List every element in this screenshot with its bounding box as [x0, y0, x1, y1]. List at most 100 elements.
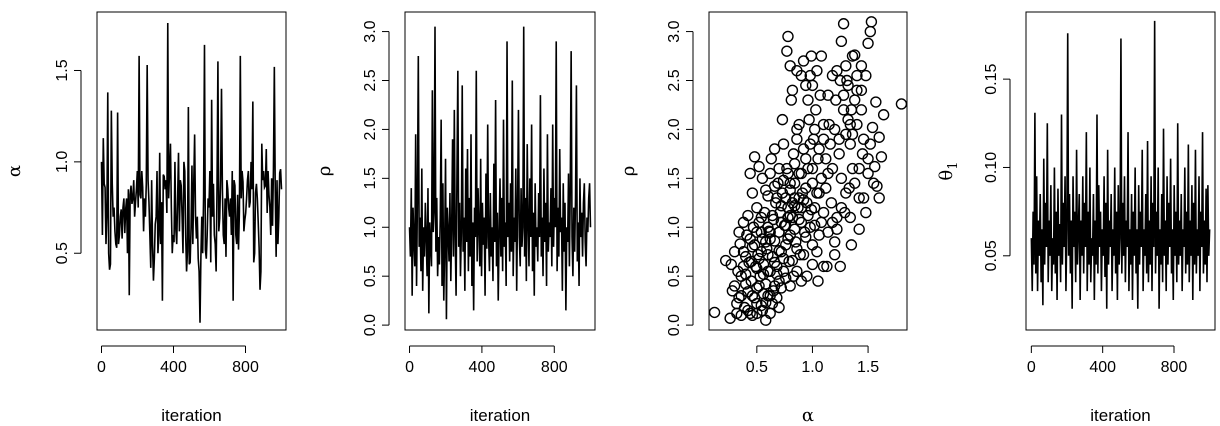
- scatter-point: [811, 65, 823, 77]
- scatter-point: [837, 18, 850, 30]
- scatter-point: [757, 288, 770, 300]
- scatter-point: [786, 211, 799, 224]
- scatter-point: [822, 89, 834, 101]
- scatter-point: [817, 260, 830, 273]
- scatter-point: [831, 65, 843, 77]
- scatter-point: [895, 98, 908, 110]
- y-axis-title: ρ: [618, 166, 639, 177]
- plot-frame: [708, 11, 908, 331]
- scatter-point: [791, 265, 803, 277]
- scatter-point: [829, 123, 841, 136]
- scatter-point: [824, 138, 836, 150]
- scatter-point: [748, 151, 761, 163]
- scatter-point: [785, 94, 798, 106]
- scatter-point: [751, 226, 763, 238]
- scatter-point: [829, 236, 841, 248]
- scatter-point: [855, 104, 868, 116]
- scatter-point: [808, 123, 821, 136]
- scatter-point: [724, 312, 736, 324]
- scatter-point: [737, 216, 750, 229]
- scatter-point: [765, 153, 777, 165]
- scatter-point: [849, 177, 861, 189]
- scatter-point: [808, 219, 821, 232]
- scatter-point: [771, 192, 783, 204]
- scatter-point: [772, 177, 784, 189]
- scatter-point: [786, 254, 799, 267]
- scatter-point: [849, 94, 861, 106]
- y-tick-label: 0.5: [362, 265, 379, 287]
- y-tick-label: 3.0: [666, 20, 683, 42]
- scatter-point: [751, 307, 763, 320]
- scatter-point: [817, 206, 830, 219]
- scatter-point: [787, 148, 800, 160]
- y-tick-label: 1.5: [54, 59, 71, 81]
- scatter-point: [770, 197, 782, 209]
- y-tick-label: 0.10: [983, 152, 1000, 183]
- trace-line: [100, 22, 283, 323]
- scatter-point: [875, 151, 888, 163]
- scatter-point: [846, 162, 859, 175]
- y-tick-label: 0.5: [54, 242, 71, 264]
- scatter-point: [768, 143, 781, 155]
- scatter-point: [802, 94, 814, 106]
- scatter-point: [782, 30, 794, 43]
- scatter-point: [835, 172, 848, 185]
- scatter-point: [735, 290, 747, 302]
- scatter-point: [768, 180, 781, 192]
- plot-frame: [404, 11, 596, 331]
- scatter-point: [806, 162, 819, 175]
- scatter-point: [788, 223, 801, 235]
- scatter-point: [813, 187, 825, 199]
- scatter-point: [800, 182, 812, 194]
- plot-frame: [1025, 11, 1216, 331]
- scatter-point: [728, 246, 741, 258]
- scatter-point: [794, 248, 806, 261]
- scatter-point: [784, 60, 796, 72]
- y-tick-label: 2.0: [666, 118, 683, 140]
- scatter-point: [760, 314, 772, 326]
- scatter-point: [866, 121, 879, 134]
- scatter-point: [797, 248, 810, 261]
- scatter-point: [857, 133, 870, 145]
- scatter-point: [853, 192, 865, 204]
- scatter-point: [751, 262, 763, 275]
- scatter-point: [788, 157, 801, 170]
- scatter-point: [813, 143, 825, 155]
- scatter-point: [791, 133, 803, 145]
- y-axis-title: ρ: [314, 166, 335, 177]
- y-tick-label: 1.5: [362, 167, 379, 189]
- panel-rho-trace: 0 400 800 0.0 0.5 1.0 1.5 2.0 2.5 3.0 iteration ρ: [314, 11, 596, 425]
- x-tick-label: 400: [160, 359, 187, 376]
- scatter-point: [753, 160, 765, 173]
- scatter-point: [782, 211, 794, 224]
- x-tick-label: 1.5: [857, 359, 879, 376]
- y-tick-label: 1.0: [666, 216, 683, 238]
- scatter-point: [777, 265, 790, 277]
- scatter-point: [737, 260, 750, 273]
- scatter-point: [801, 270, 813, 282]
- scatter-point: [864, 138, 876, 150]
- y-tick-label: 1.5: [666, 167, 683, 189]
- y-tick-label: 2.5: [362, 69, 379, 91]
- scatter-point: [829, 248, 841, 261]
- scatter-point: [869, 160, 881, 173]
- scatter-point: [853, 162, 865, 175]
- scatter-point: [844, 211, 856, 224]
- scatter-point: [780, 239, 792, 251]
- scatter-point: [762, 265, 774, 277]
- scatter-point: [820, 153, 832, 165]
- scatter-point: [726, 285, 739, 297]
- scatter-point: [733, 226, 745, 238]
- scatter-point: [761, 243, 773, 255]
- x-tick-label: 0: [1027, 359, 1036, 376]
- scatter-point: [846, 128, 859, 141]
- x-tick-label: 0: [405, 359, 414, 376]
- scatter-point: [834, 260, 846, 273]
- scatter-point: [800, 79, 812, 92]
- x-tick-label: 800: [1161, 359, 1188, 376]
- scatter-point: [833, 148, 845, 160]
- scatter-point: [802, 209, 814, 222]
- scatter-point: [764, 290, 776, 302]
- scatter-point: [803, 113, 815, 126]
- scatter-point: [800, 153, 812, 165]
